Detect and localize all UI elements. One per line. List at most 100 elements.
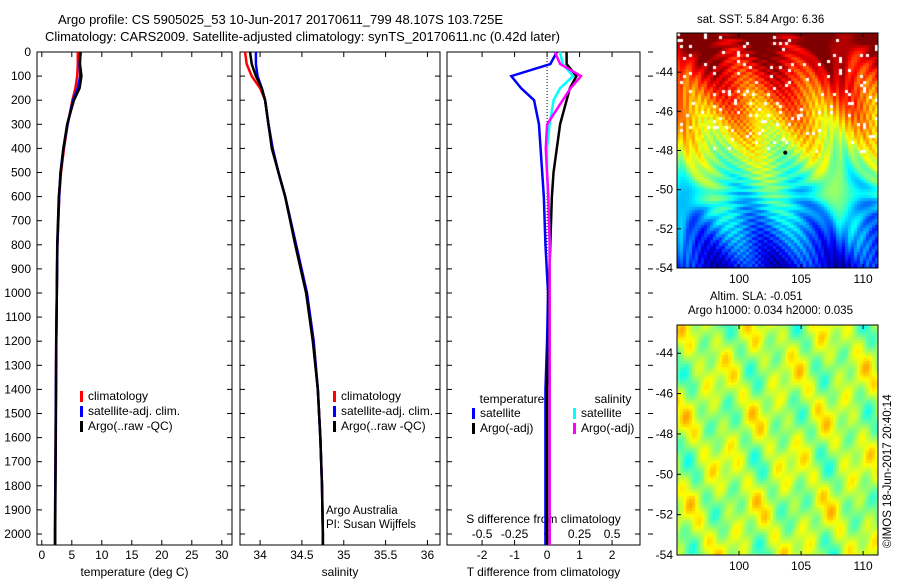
sla-title-2: Argo h1000: 0.034 h2000: 0.035 (688, 305, 853, 317)
legend-swatch (333, 421, 336, 432)
x-tick-label: 34.5 (290, 548, 314, 562)
y-tick-label: 400 (11, 141, 31, 155)
lat-tick-label: -46 (656, 387, 674, 401)
y-tick-label: 1800 (4, 479, 31, 493)
lon-tick-label: 105 (791, 559, 811, 573)
lat-tick-label: -44 (656, 65, 674, 79)
difference-axes-box (446, 51, 641, 546)
salinity-satellite-adj-clim--line (254, 52, 325, 545)
y-tick-label: 100 (11, 69, 31, 83)
legend-swatch (573, 408, 576, 419)
s-tick-label: 0.25 (568, 527, 592, 541)
salinity-xlabel: salinity (322, 565, 359, 579)
temperature-xlabel: temperature (deg C) (80, 565, 188, 579)
salinity-argo-raw-qc--line (248, 51, 325, 546)
lat-tick-label: -46 (656, 104, 674, 118)
x-tick-label: 34 (253, 548, 267, 562)
legend-label: Argo(..raw -QC) (341, 419, 426, 433)
legend-label: satellite (581, 406, 622, 420)
legend-swatch (333, 391, 336, 402)
lat-tick-label: -48 (656, 144, 674, 158)
copyright-label: ©IMOS 18-Jun-2017 20:40:14 (882, 394, 894, 548)
annotation-line-1: Argo Australia (326, 505, 398, 517)
legend-swatch (573, 423, 576, 434)
legend-label: climatology (88, 389, 148, 403)
x-tick-label: 36 (421, 548, 435, 562)
legend-label: climatology (341, 389, 401, 403)
sst-map-image (677, 33, 878, 268)
y-tick-label: 1600 (4, 431, 31, 445)
x-tick-label: 2 (609, 548, 616, 562)
y-tick-label: 1400 (4, 382, 31, 396)
x-tick-label: 30 (215, 548, 229, 562)
lon-tick-label: 105 (791, 272, 811, 286)
y-tick-label: 2000 (4, 527, 31, 541)
y-tick-label: 1100 (5, 310, 31, 324)
legend-swatch (80, 391, 83, 402)
sst_map-box (676, 32, 879, 269)
temperature-axes-box (36, 51, 233, 546)
y-tick-label: 1000 (4, 286, 31, 300)
legend-label: satellite (480, 406, 521, 420)
y-tick-label: 1500 (4, 407, 31, 421)
difference-argo-adj--line (545, 51, 578, 546)
difference-argo-adj--line (544, 51, 583, 546)
lat-tick-label: -50 (656, 183, 674, 197)
legend-label: satellite-adj. clim. (88, 404, 180, 418)
y-tick-label: 600 (11, 190, 31, 204)
x-tick-label: 5 (68, 548, 75, 562)
x-tick-label: 35.5 (374, 548, 398, 562)
x-tick-label: 10 (95, 548, 109, 562)
difference-satellite-line (509, 51, 558, 545)
x-tick-label: 15 (125, 548, 139, 562)
x-tick-label: 20 (155, 548, 169, 562)
legend-swatch (80, 421, 83, 432)
lat-tick-label: -52 (656, 222, 674, 236)
x-tick-label: 35 (337, 548, 351, 562)
difference-xlabel: T difference from climatology (467, 565, 621, 579)
y-tick-label: 700 (11, 214, 31, 228)
salinity-climatology-line (243, 51, 325, 545)
y-tick-label: 1200 (4, 334, 31, 348)
y-tick-label: 200 (11, 93, 31, 107)
s-tick-label: -0.25 (501, 527, 529, 541)
title-line-2: Climatology: CARS2009. Satellite-adjuste… (45, 29, 560, 44)
legend-label: satellite-adj. clim. (341, 404, 433, 418)
s-axis-label: S difference from climatology (466, 512, 621, 526)
y-tick-label: 900 (11, 262, 31, 276)
x-tick-label: 1 (576, 548, 583, 562)
legend-swatch (472, 423, 475, 434)
legend-label: Argo(..raw -QC) (88, 419, 173, 433)
temperature-argo-raw-qc--line (53, 51, 83, 546)
lat-tick-label: -54 (656, 261, 674, 275)
lon-tick-label: 110 (854, 559, 873, 573)
annotation-line-2: PI: Susan Wijffels (326, 519, 416, 531)
lon-tick-label: 100 (729, 272, 749, 286)
s-tick-label: -0.5 (472, 527, 493, 541)
lon-tick-label: 100 (729, 559, 749, 573)
x-tick-label: -2 (477, 548, 488, 562)
lat-tick-label: -52 (656, 508, 674, 522)
sla_map-box (676, 324, 879, 556)
x-tick-label: -1 (509, 548, 520, 562)
s-tick-label: 0.5 (604, 527, 621, 541)
legend-header-salinity: salinity (595, 392, 632, 406)
x-tick-label: 0 (544, 548, 551, 562)
y-tick-label: 800 (11, 238, 31, 252)
legend-swatch (333, 406, 336, 417)
lat-tick-label: -44 (656, 346, 674, 360)
y-tick-label: 300 (11, 117, 31, 131)
sla-title-1: Altim. SLA: -0.051 (710, 291, 803, 303)
legend-label: Argo(-adj) (480, 421, 533, 435)
x-tick-label: 0 (38, 548, 45, 562)
sla-map-image (677, 325, 878, 555)
lat-tick-label: -50 (656, 467, 674, 481)
x-tick-label: 25 (185, 548, 199, 562)
legend-swatch (472, 408, 475, 419)
legend-header-temperature: temperature (480, 392, 545, 406)
lat-tick-label: -54 (656, 548, 674, 562)
argo-location-marker (783, 150, 788, 155)
y-tick-label: 500 (11, 166, 31, 180)
